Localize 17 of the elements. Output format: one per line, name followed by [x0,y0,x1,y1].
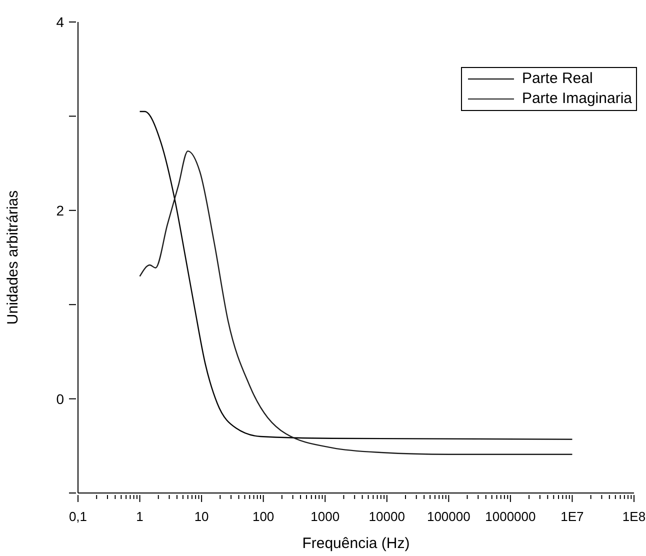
x-tick-label: 10000 [368,509,405,524]
x-tick-label: 100 [252,509,274,524]
x-tick-label: 0,1 [68,509,88,524]
y-tick-label: 2 [56,202,64,218]
y-tick-label: 4 [56,14,64,30]
x-tick-label: 1000 [310,509,340,524]
x-tick-label: 1000000 [485,509,536,524]
x-tick-label: 1E7 [560,509,584,524]
x-tick-label: 1E8 [622,509,646,524]
legend-label: Parte Real [522,69,593,89]
legend-label: Parte Imaginaria [522,89,632,109]
x-tick-label: 1 [136,509,144,524]
x-tick-label: 100000 [426,509,470,524]
x-tick-label: 10 [194,509,209,524]
y-axis-title: Unidades arbitrárias [4,190,22,325]
y-tick-label: 0 [56,390,64,407]
x-axis-title: Frequência (Hz) [302,535,410,552]
